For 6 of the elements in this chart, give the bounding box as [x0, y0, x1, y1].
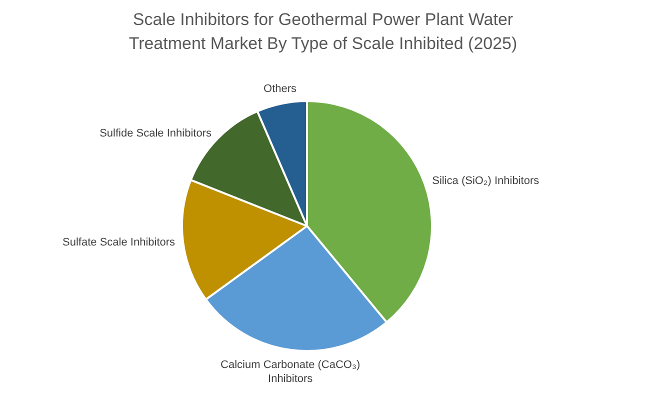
- slice-label: Sulfide Scale Inhibitors: [100, 127, 212, 140]
- slice-label: Sulfate Scale Inhibitors: [62, 236, 176, 249]
- slice-label: Silica (SiO₂) Inhibitors: [432, 174, 540, 187]
- slice-label: Others: [264, 82, 298, 95]
- chart-title: Scale Inhibitors for Geothermal Power Plant Water Treatment Market By Type of Scale Inhibited (2025): [128, 9, 518, 55]
- slice-label: Calcium Carbonate (CaCO₃) Inhibitors: [220, 358, 360, 385]
